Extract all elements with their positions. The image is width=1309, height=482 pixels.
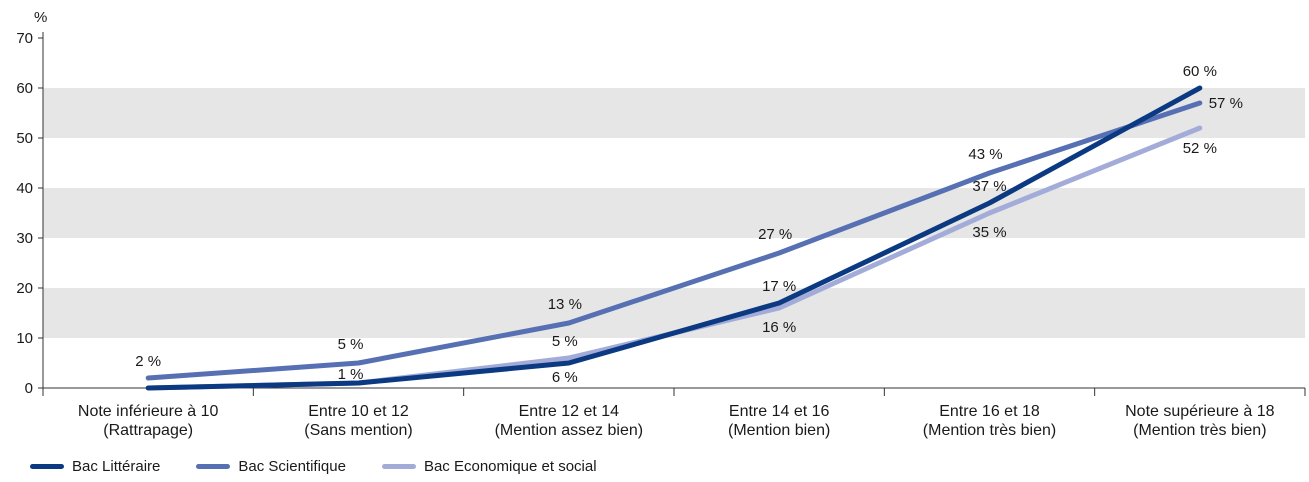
data-label: 1 % bbox=[338, 366, 364, 383]
x-tick-label: (Mention assez bien) bbox=[495, 422, 644, 439]
series-line-0 bbox=[145, 85, 1203, 391]
legend-swatch bbox=[30, 464, 64, 469]
legend-label: Bac Littéraire bbox=[72, 458, 161, 475]
x-tick-label: Entre 12 et 14 bbox=[519, 403, 620, 420]
data-label: 57 % bbox=[1209, 95, 1243, 112]
data-label: 5 % bbox=[338, 336, 364, 353]
series-line-1 bbox=[145, 100, 1203, 381]
data-label: 2 % bbox=[135, 353, 161, 370]
data-label: 13 % bbox=[548, 296, 582, 313]
data-label: 5 % bbox=[552, 333, 578, 350]
legend-swatch bbox=[381, 464, 416, 469]
data-label: 27 % bbox=[758, 226, 792, 243]
x-tick-label: (Mention bien) bbox=[728, 422, 830, 439]
x-tick-label: Entre 16 et 18 bbox=[939, 403, 1040, 420]
y-axis-unit: % bbox=[34, 9, 47, 26]
legend-swatch bbox=[196, 464, 231, 469]
x-tick-label: Entre 10 et 12 bbox=[308, 403, 409, 420]
x-tick-label: Entre 14 et 16 bbox=[729, 403, 830, 420]
data-label: 37 % bbox=[972, 178, 1006, 195]
x-tick-label: (Mention très bien) bbox=[923, 422, 1056, 439]
y-tick-label: 50 bbox=[16, 130, 33, 147]
data-label: 16 % bbox=[762, 319, 796, 336]
x-tick-label: Note inférieure à 10 bbox=[78, 403, 219, 420]
x-tick-label: (Mention très bien) bbox=[1133, 422, 1266, 439]
data-label: 17 % bbox=[762, 278, 796, 295]
x-tick-label: Note supérieure à 18 bbox=[1125, 403, 1275, 420]
legend-item: Bac Economique et social bbox=[381, 458, 597, 475]
y-tick-label: 10 bbox=[16, 330, 33, 347]
chart-legend: Bac Littéraire Bac Scientifique Bac Econom… bbox=[30, 458, 597, 475]
grid-band bbox=[43, 288, 1305, 338]
y-tick-label: 40 bbox=[16, 180, 33, 197]
grid-band bbox=[43, 188, 1305, 238]
series-line-2 bbox=[145, 125, 1203, 391]
y-tick-label: 0 bbox=[25, 380, 33, 397]
legend-label: Bac Economique et social bbox=[423, 458, 597, 475]
x-tick-label: (Sans mention) bbox=[304, 422, 413, 439]
legend-item: Bac Scientifique bbox=[196, 458, 346, 475]
y-tick-label: 60 bbox=[16, 80, 33, 97]
legend-label: Bac Scientifique bbox=[238, 458, 346, 475]
y-tick-label: 70 bbox=[16, 30, 33, 47]
chart-canvas: 0 10 20 30 40 50 60 70% Note inférieure à 10 (Rat… bbox=[16, 9, 1306, 439]
data-label: 52 % bbox=[1183, 140, 1217, 157]
x-tick-label: (Rattrapage) bbox=[103, 422, 193, 439]
grid-band bbox=[43, 88, 1305, 138]
data-label: 6 % bbox=[552, 369, 578, 386]
y-tick-label: 30 bbox=[16, 230, 33, 247]
data-label: 60 % bbox=[1183, 63, 1217, 80]
data-label: 43 % bbox=[968, 146, 1002, 163]
y-tick-label: 20 bbox=[16, 280, 33, 297]
legend-item: Bac Littéraire bbox=[30, 458, 160, 475]
data-label: 35 % bbox=[972, 224, 1006, 241]
